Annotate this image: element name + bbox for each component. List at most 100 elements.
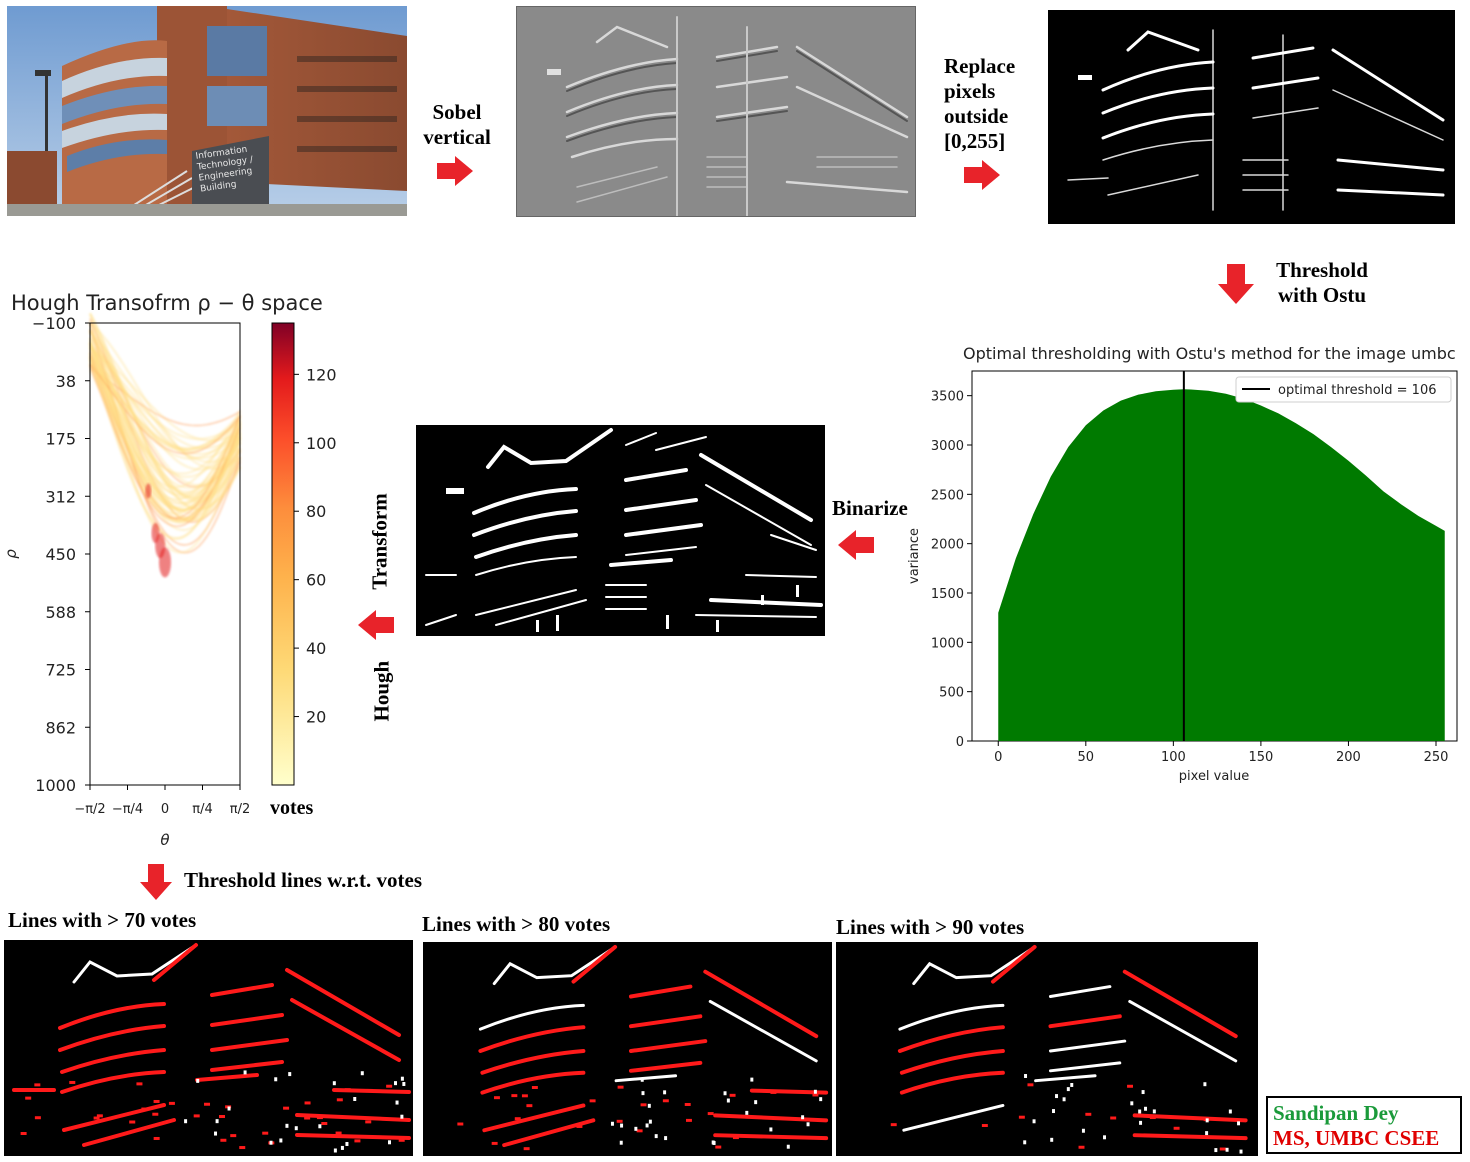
right-arrow-icon xyxy=(437,156,473,186)
otsu-y-tick-label: 3000 xyxy=(931,439,964,454)
detected-line-fragment xyxy=(1085,1113,1091,1116)
edge-segment xyxy=(1036,1076,1095,1081)
edge-speck xyxy=(295,1126,298,1130)
detected-line-fragment xyxy=(685,1103,691,1106)
otsu-y-tick-label: 2500 xyxy=(931,488,964,503)
detected-line-fragment xyxy=(220,1139,226,1142)
detected-line-fragment xyxy=(1127,1085,1133,1088)
detected-line-fragment xyxy=(239,1146,245,1149)
detected-line-fragment xyxy=(637,1129,643,1132)
otsu-x-tick-label: 200 xyxy=(1336,750,1361,765)
edge-speck xyxy=(333,1081,336,1085)
detected-line-fragment xyxy=(1019,1116,1025,1119)
detected-line-fragment xyxy=(686,1119,692,1122)
detected-line-fragment xyxy=(230,1134,236,1137)
edge-speck xyxy=(288,1072,291,1076)
edge-speck xyxy=(1033,1119,1036,1123)
edge-speck xyxy=(1229,1110,1232,1114)
hough-colorbar-tick-label: 100 xyxy=(306,434,337,453)
hough-y-tick-label: 588 xyxy=(45,603,76,622)
sobel-label: Sobel vertical xyxy=(417,100,497,150)
lines-90-image xyxy=(836,942,1258,1156)
detected-line-fragment xyxy=(730,1094,736,1097)
hough-colorbar xyxy=(272,323,294,785)
left-arrow-icon xyxy=(358,610,394,640)
edge-speck xyxy=(345,1142,348,1146)
edge-speck xyxy=(244,1070,247,1074)
detected-line-fragment xyxy=(194,1114,200,1117)
detected-line xyxy=(902,1073,1003,1093)
edge-speck xyxy=(724,1091,727,1095)
edge-speck xyxy=(1138,1109,1141,1113)
edge-speck xyxy=(196,1079,199,1083)
otsu-legend: optimal threshold = 106 xyxy=(1236,377,1451,402)
hough-chart: Hough Transofrm ρ − θ space −100 38 175 312… xyxy=(0,288,350,853)
detected-line-fragment xyxy=(1174,1127,1180,1130)
edge-speck xyxy=(1050,1138,1053,1142)
edge-speck xyxy=(648,1104,651,1108)
detected-line xyxy=(154,945,196,980)
edge-speck xyxy=(1063,1097,1066,1101)
hough-colorbar-tick-label: 80 xyxy=(306,502,326,521)
edge-speck xyxy=(1024,1074,1027,1078)
hough-y-tick-label: −100 xyxy=(32,314,76,333)
otsu-x-tick-label: 250 xyxy=(1424,750,1449,765)
lines-70-label: Lines with > 70 votes xyxy=(8,908,196,933)
detected-line xyxy=(504,1120,593,1145)
detected-line xyxy=(715,1115,826,1120)
detected-line-fragment xyxy=(34,1083,40,1086)
otsu-legend-text: optimal threshold = 106 xyxy=(1278,383,1436,398)
otsu-y-tick-label: 2000 xyxy=(931,538,964,553)
detected-line xyxy=(197,1075,257,1080)
edge-speck xyxy=(214,1132,217,1136)
edge-speck xyxy=(1240,1150,1243,1154)
hough-y-tick-label: 175 xyxy=(45,430,76,449)
detected-line xyxy=(1050,1016,1119,1026)
detected-line xyxy=(62,1072,164,1092)
lines-80-label: Lines with > 80 votes xyxy=(422,912,610,937)
hough-label: Hough xyxy=(370,662,395,722)
detected-line-fragment xyxy=(511,1094,517,1097)
detected-line-fragment xyxy=(337,1098,343,1101)
threshold-ostu-label: Threshold with Ostu xyxy=(1262,258,1382,308)
edge-speck xyxy=(649,1120,652,1124)
edge-speck xyxy=(318,1124,321,1128)
edge-speck xyxy=(1153,1109,1156,1113)
detected-line-fragment xyxy=(663,1099,669,1102)
otsu-y-ticks: 0500100015002000250030003500 xyxy=(931,390,972,750)
edge-speck xyxy=(1055,1094,1058,1098)
detected-line xyxy=(212,1062,282,1070)
edge-speck xyxy=(787,1145,790,1149)
detected-line-fragment xyxy=(262,1132,268,1135)
hough-colorbar-ticks: 20406080100120 xyxy=(294,365,337,726)
edge-speck xyxy=(727,1099,730,1103)
left-arrow-icon xyxy=(838,530,874,560)
detected-line xyxy=(297,1115,409,1120)
edge-speck xyxy=(1206,1118,1209,1122)
detected-line xyxy=(1135,1135,1246,1138)
detected-line xyxy=(212,985,272,995)
detected-line-fragment xyxy=(457,1123,463,1126)
detected-line xyxy=(482,1051,583,1073)
hough-y-tick-label: 38 xyxy=(56,372,76,391)
detected-line-fragment xyxy=(35,1116,41,1119)
hough-colorbar-tick-label: 120 xyxy=(306,365,337,384)
hough-y-ticks: −100381753124505887258621000 xyxy=(32,314,90,795)
detected-line xyxy=(62,1050,164,1072)
detected-line xyxy=(297,1135,409,1138)
edge-speck xyxy=(401,1077,404,1081)
edge-speck xyxy=(396,1101,399,1105)
hough-y-tick-label: 312 xyxy=(45,487,76,506)
hough-y-tick-label: 862 xyxy=(45,718,76,737)
detected-line-fragment xyxy=(25,1097,31,1100)
right-arrow-icon xyxy=(964,160,1000,190)
down-arrow-icon xyxy=(1218,264,1254,304)
hough-y-label: ρ xyxy=(2,549,20,559)
detected-line xyxy=(84,1120,174,1145)
detected-line xyxy=(631,1041,705,1051)
detected-line-fragment xyxy=(365,1120,371,1123)
detected-line xyxy=(631,1016,700,1026)
edge-speck xyxy=(1082,1129,1085,1133)
otsu-y-tick-label: 1500 xyxy=(931,587,964,602)
edge-speck xyxy=(388,1140,391,1144)
